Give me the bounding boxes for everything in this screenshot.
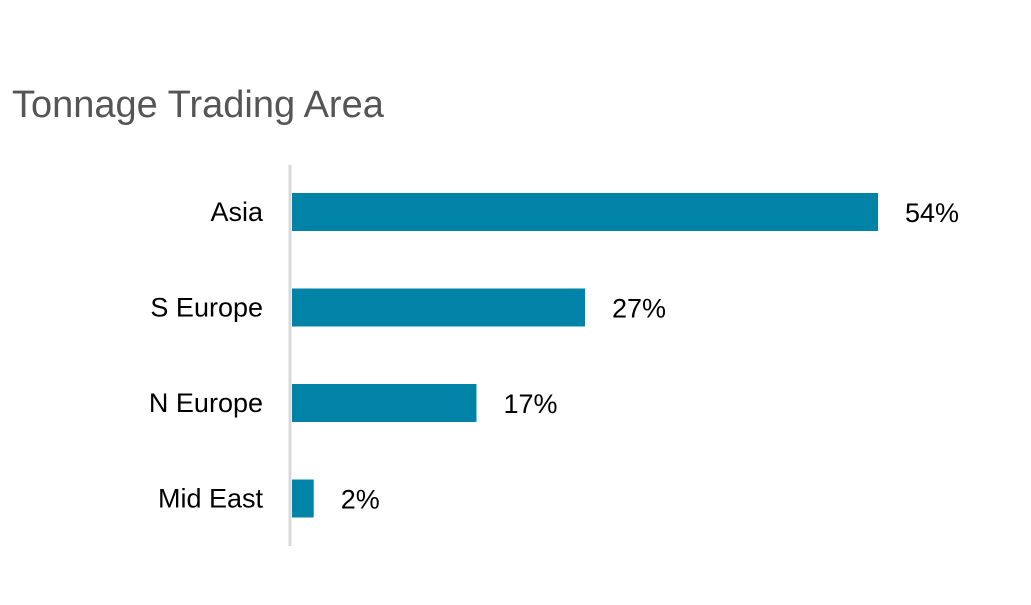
- category-label: S Europe: [150, 293, 263, 323]
- category-label: Mid East: [158, 484, 264, 514]
- bar-mid-east: [292, 479, 314, 518]
- data-label: 2%: [341, 485, 380, 515]
- bar-asia: [292, 193, 878, 231]
- data-label: 54%: [905, 198, 959, 228]
- category-label: N Europe: [149, 388, 263, 418]
- bar-s-europe: [292, 288, 585, 327]
- chart-title: Tonnage Trading Area: [12, 84, 384, 126]
- category-label: Asia: [210, 197, 264, 227]
- data-label: 17%: [503, 389, 557, 419]
- bar-n-europe: [292, 384, 477, 422]
- data-label: 27%: [612, 294, 666, 324]
